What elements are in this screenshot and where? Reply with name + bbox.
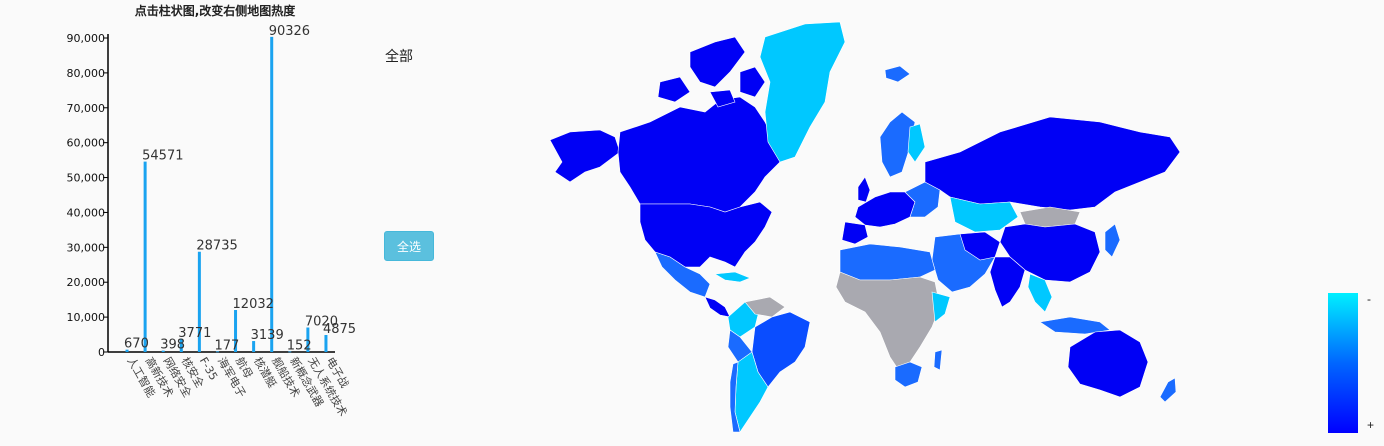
chart-axes: 0 10,000 20,000 30,000 40,000 50,000 60,000 70,… — [67, 32, 335, 359]
world-heat-map[interactable] — [540, 12, 1190, 437]
map-region-australia[interactable] — [1067, 329, 1149, 398]
bar-value-label: 3139 — [251, 328, 284, 343]
map-region-finland[interactable] — [907, 123, 926, 163]
y-tick-label: 0 — [98, 346, 105, 359]
map-region-indonesia[interactable] — [1039, 316, 1111, 335]
map-region-central-america[interactable] — [704, 296, 731, 318]
y-tick-label: 20,000 — [67, 276, 106, 289]
bar-value-label: 90326 — [269, 24, 310, 39]
map-region-cuba[interactable] — [714, 271, 751, 283]
bar-value-label: 398 — [160, 338, 185, 353]
filter-label: 全部 — [385, 49, 413, 65]
bar-chart[interactable]: 0 10,000 20,000 30,000 40,000 50,000 60,000 70,… — [0, 0, 370, 420]
map-region-greenland[interactable] — [759, 21, 846, 163]
map-region-south-africa[interactable] — [894, 361, 923, 388]
bar-9[interactable] — [270, 36, 274, 353]
map-region-central-africa[interactable] — [835, 271, 941, 373]
y-tick-label: 60,000 — [67, 137, 106, 150]
bar-7[interactable] — [234, 310, 238, 352]
chart-title: 点击柱状图,改变右侧地图热度 — [134, 4, 296, 18]
map-region-india[interactable] — [989, 256, 1026, 308]
bar-4[interactable] — [179, 338, 183, 352]
map-region-chile[interactable] — [729, 361, 741, 433]
bar-value-label: 12032 — [233, 297, 274, 312]
bar-5[interactable] — [197, 251, 201, 352]
map-region-southeast-asia[interactable] — [1027, 273, 1053, 313]
map-region-new-zealand[interactable] — [1159, 377, 1177, 403]
y-tick-label: 90,000 — [67, 32, 106, 45]
y-tick-label: 10,000 — [67, 311, 106, 324]
map-region-japan-korea[interactable] — [1104, 223, 1121, 258]
map-region-madagascar[interactable] — [933, 349, 943, 371]
select-all-button[interactable]: 全选 — [384, 231, 434, 261]
bar-11[interactable] — [306, 327, 310, 352]
bar-value-label: 7020 — [305, 315, 338, 330]
map-region-russia[interactable] — [924, 116, 1181, 211]
y-tick-label: 50,000 — [67, 172, 106, 185]
bar-2[interactable] — [143, 161, 147, 352]
map-region-north-africa[interactable] — [839, 243, 936, 281]
chart-bars[interactable] — [125, 36, 328, 353]
map-region-iceland[interactable] — [884, 65, 911, 83]
bar-8[interactable] — [252, 341, 256, 352]
bar-1[interactable] — [125, 349, 129, 352]
bar-3[interactable] — [161, 350, 165, 352]
bar-value-label: 4875 — [323, 322, 356, 337]
map-region-canada[interactable] — [617, 96, 781, 213]
bar-value-label: 28735 — [196, 239, 237, 254]
map-region-uk[interactable] — [857, 176, 871, 203]
legend-gradient — [1328, 293, 1358, 433]
bar-6[interactable] — [215, 351, 219, 353]
bar-value-label: 3771 — [178, 326, 211, 341]
y-tick-label: 80,000 — [67, 67, 106, 80]
map-region-canada-islands[interactable] — [657, 36, 766, 108]
bar-value-label: 177 — [214, 338, 239, 353]
map-region-venezuela[interactable] — [744, 296, 786, 318]
map-region-iberia[interactable] — [841, 221, 869, 245]
map-region-kazakhstan[interactable] — [949, 196, 1019, 233]
bar-12[interactable] — [324, 334, 328, 352]
bar-value-label: 54571 — [142, 149, 183, 164]
bar-value-label: 670 — [124, 337, 149, 352]
bar-10[interactable] — [288, 351, 292, 353]
map-region-east-africa[interactable] — [931, 291, 951, 323]
legend-bottom-label: + — [1367, 418, 1375, 432]
chart-labels: 670人工智能54571高新技术398网络安全3771核安全28735F-351… — [124, 24, 356, 419]
map-region-alaska[interactable] — [549, 129, 621, 183]
y-tick-label: 30,000 — [67, 241, 106, 254]
y-tick-label: 70,000 — [67, 102, 106, 115]
bar-value-label: 152 — [287, 338, 312, 353]
map-region-mexico[interactable] — [654, 251, 711, 298]
legend-top-label: - — [1367, 292, 1371, 306]
y-tick-label: 40,000 — [67, 206, 106, 219]
